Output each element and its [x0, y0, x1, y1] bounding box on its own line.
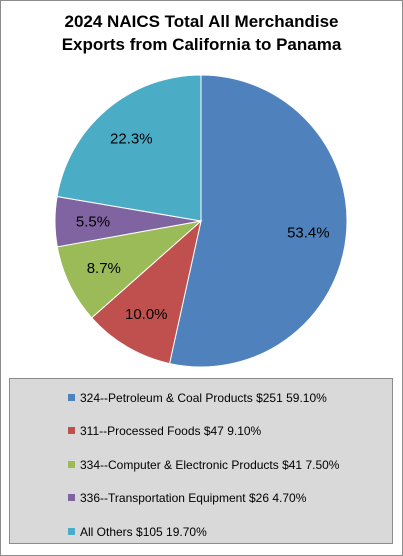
- chart-legend: 324--Petroleum & Coal Products $251 59.1…: [9, 378, 393, 544]
- legend-swatch: [68, 394, 75, 401]
- legend-item-all-others: All Others $105 19.70%: [68, 525, 207, 539]
- legend-item-processed-foods: 311--Processed Foods $47 9.10%: [68, 424, 261, 438]
- legend-swatch: [68, 528, 75, 535]
- legend-swatch: [68, 494, 75, 501]
- pie-data-label-0: 53.4%: [287, 225, 330, 242]
- pie-data-label-2: 8.7%: [87, 260, 121, 277]
- legend-label: 324--Petroleum & Coal Products $251 59.1…: [80, 391, 327, 405]
- chart-title-line-1: 2024 NAICS Total All Merchandise: [64, 12, 339, 31]
- legend-swatch: [68, 427, 75, 434]
- pie-slice-0: [168, 74, 348, 368]
- pie-slice-1: [90, 219, 202, 365]
- chart-title: 2024 NAICS Total All Merchandise Exports…: [0, 10, 403, 56]
- pie-chart: 53.4% 10.0% 8.7% 5.5% 22.3%: [54, 74, 348, 368]
- chart-title-line-2: Exports from California to Panama: [61, 35, 342, 54]
- legend-label: All Others $105 19.70%: [80, 525, 207, 539]
- legend-label: 334--Computer & Electronic Products $41 …: [80, 458, 340, 472]
- legend-label: 336--Transportation Equipment $26 4.70%: [80, 491, 307, 505]
- legend-item-computer: 334--Computer & Electronic Products $41 …: [68, 458, 339, 472]
- legend-item-petroleum: 324--Petroleum & Coal Products $251 59.1…: [68, 391, 327, 405]
- legend-swatch: [68, 461, 75, 468]
- legend-item-transportation: 336--Transportation Equipment $26 4.70%: [68, 491, 306, 505]
- pie-data-label-1: 10.0%: [125, 306, 168, 323]
- legend-label: 311--Processed Foods $47 9.10%: [80, 424, 262, 438]
- pie-data-label-3: 5.5%: [76, 214, 110, 231]
- pie-slice-4: [56, 74, 202, 222]
- pie-data-label-4: 22.3%: [110, 130, 153, 147]
